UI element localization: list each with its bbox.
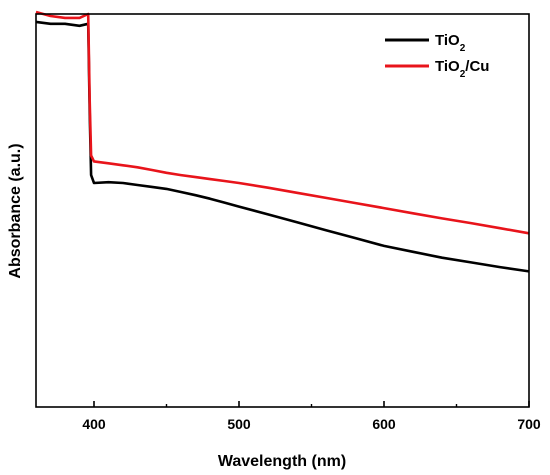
y-axis-title: Absorbance (a.u.) — [7, 143, 24, 278]
series-line-1 — [35, 10, 530, 235]
legend-label-0: TiO2 — [435, 32, 466, 54]
plot-frame — [35, 13, 530, 408]
x-tick-label-3: 700 — [517, 416, 541, 432]
x-tick-label-1: 500 — [227, 416, 251, 432]
x-axis-title: Wavelength (nm) — [218, 453, 346, 470]
x-tick-label-0: 400 — [82, 416, 106, 432]
x-tick-label-2: 600 — [372, 416, 396, 432]
legend-label-1: TiO2/Cu — [435, 58, 489, 80]
legend: TiO2 TiO2/Cu — [385, 32, 489, 80]
